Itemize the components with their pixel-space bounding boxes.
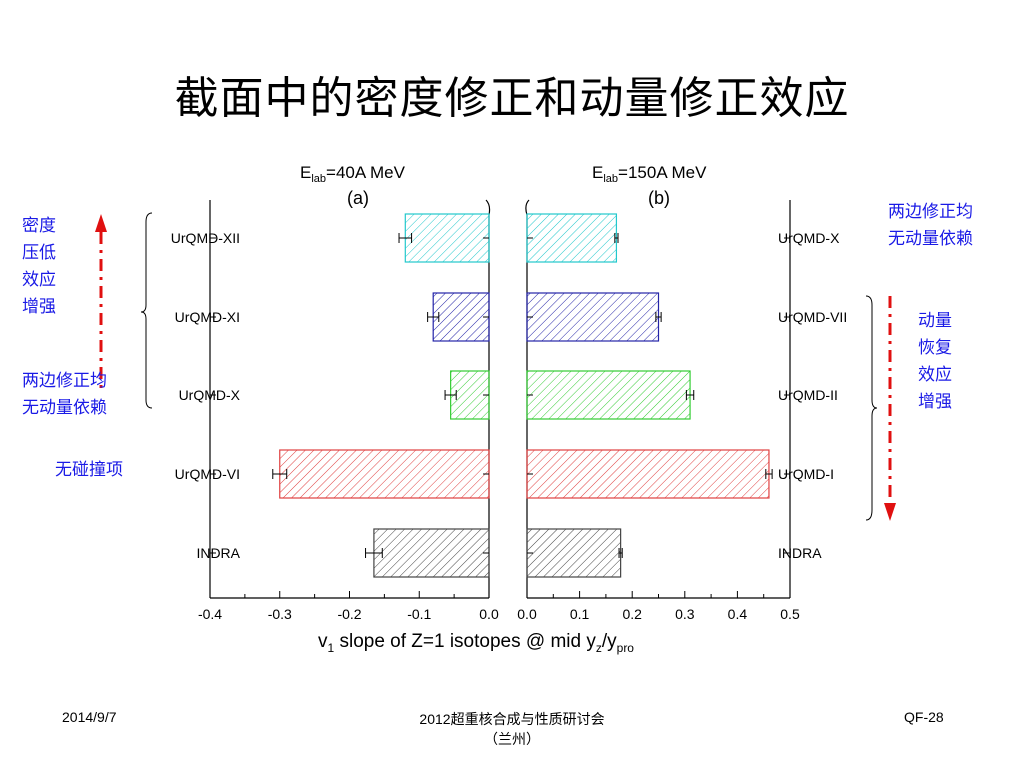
xtick-label-b-4: 0.4 bbox=[728, 606, 748, 622]
footer-slide-id: QF-28 bbox=[904, 709, 944, 725]
panel-b-energy-prefix: E bbox=[592, 163, 603, 182]
bar-a-4 bbox=[373, 528, 490, 578]
bar-b-1 bbox=[526, 292, 660, 342]
right-category-brace bbox=[865, 295, 878, 521]
xtick-label-b-5: 0.5 bbox=[780, 606, 800, 622]
bar-b-3 bbox=[526, 449, 770, 499]
xtick-label-b-1: 0.1 bbox=[570, 606, 590, 622]
xtick-label-a-0: -0.4 bbox=[198, 606, 222, 622]
x-axis-title: v1 slope of Z=1 isotopes @ mid yz/ypro bbox=[318, 631, 634, 655]
category-label-b-0: UrQMD-X bbox=[778, 230, 840, 246]
xtick-label-a-1: -0.3 bbox=[268, 606, 292, 622]
panel-a-energy: Elab=40A MeV bbox=[300, 163, 406, 185]
category-label-a-0: UrQMD-XII bbox=[171, 230, 240, 246]
xtick-label-b-2: 0.2 bbox=[622, 606, 642, 622]
bar-b-4 bbox=[526, 528, 622, 578]
bar-b-0 bbox=[526, 213, 618, 263]
left-arrow-head bbox=[95, 214, 107, 232]
panel-a-energy-sub: lab bbox=[311, 173, 326, 185]
annotation-left-no-momentum: 两边修正均 无动量依赖 bbox=[22, 371, 107, 418]
panel-a-energy-prefix: E bbox=[300, 163, 311, 182]
category-label-a-3: UrQMD-VI bbox=[175, 466, 240, 482]
xtick-label-a-3: -0.1 bbox=[407, 606, 431, 622]
annotation-right-no-momentum: 两边修正均 无动量依赖 bbox=[888, 202, 973, 249]
category-label-b-3: UrQMD-I bbox=[778, 466, 834, 482]
category-label-b-4: INDRA bbox=[778, 545, 822, 561]
category-label-a-1: UrQMD-XI bbox=[175, 309, 240, 325]
xtick-label-a-4: 0.0 bbox=[479, 606, 499, 622]
xtick-label-a-2: -0.2 bbox=[337, 606, 361, 622]
panel-b-energy-sub: lab bbox=[603, 173, 618, 185]
left-category-brace bbox=[140, 212, 153, 409]
bar-a-3 bbox=[279, 449, 490, 499]
category-label-b-2: UrQMD-II bbox=[778, 387, 838, 403]
category-label-a-4: INDRA bbox=[196, 545, 240, 561]
bar-b-2 bbox=[526, 370, 691, 420]
annotation-density-suppression: 密度 压低 效应 增强 bbox=[22, 216, 56, 317]
xtick-label-b-0: 0.0 bbox=[517, 606, 537, 622]
panel-a-energy-suffix: =40A MeV bbox=[326, 163, 406, 182]
panel-b-energy-suffix: =150A MeV bbox=[618, 163, 707, 182]
bar-a-2 bbox=[450, 370, 490, 420]
annotation-momentum-recovery: 动量 恢复 效应 增强 bbox=[918, 311, 952, 412]
right-arrow-head bbox=[884, 503, 896, 521]
bar-a-0 bbox=[404, 213, 490, 263]
bar-a-1 bbox=[432, 292, 490, 342]
footer-conference: 2012超重核合成与性质研讨会 （兰州） bbox=[419, 711, 605, 747]
xtick-label-b-3: 0.3 bbox=[675, 606, 695, 622]
footer-date: 2014/9/7 bbox=[62, 709, 117, 725]
category-label-a-2: UrQMD-X bbox=[179, 387, 241, 403]
panel-b-label: (b) bbox=[648, 188, 670, 208]
slide-title: 截面中的密度修正和动量修正效应 bbox=[174, 73, 850, 124]
panel-a-label: (a) bbox=[347, 188, 369, 208]
category-label-b-1: UrQMD-VII bbox=[778, 309, 847, 325]
annotation-no-collision: 无碰撞项 bbox=[55, 460, 123, 480]
panel-b-energy: Elab=150A MeV bbox=[592, 163, 707, 185]
